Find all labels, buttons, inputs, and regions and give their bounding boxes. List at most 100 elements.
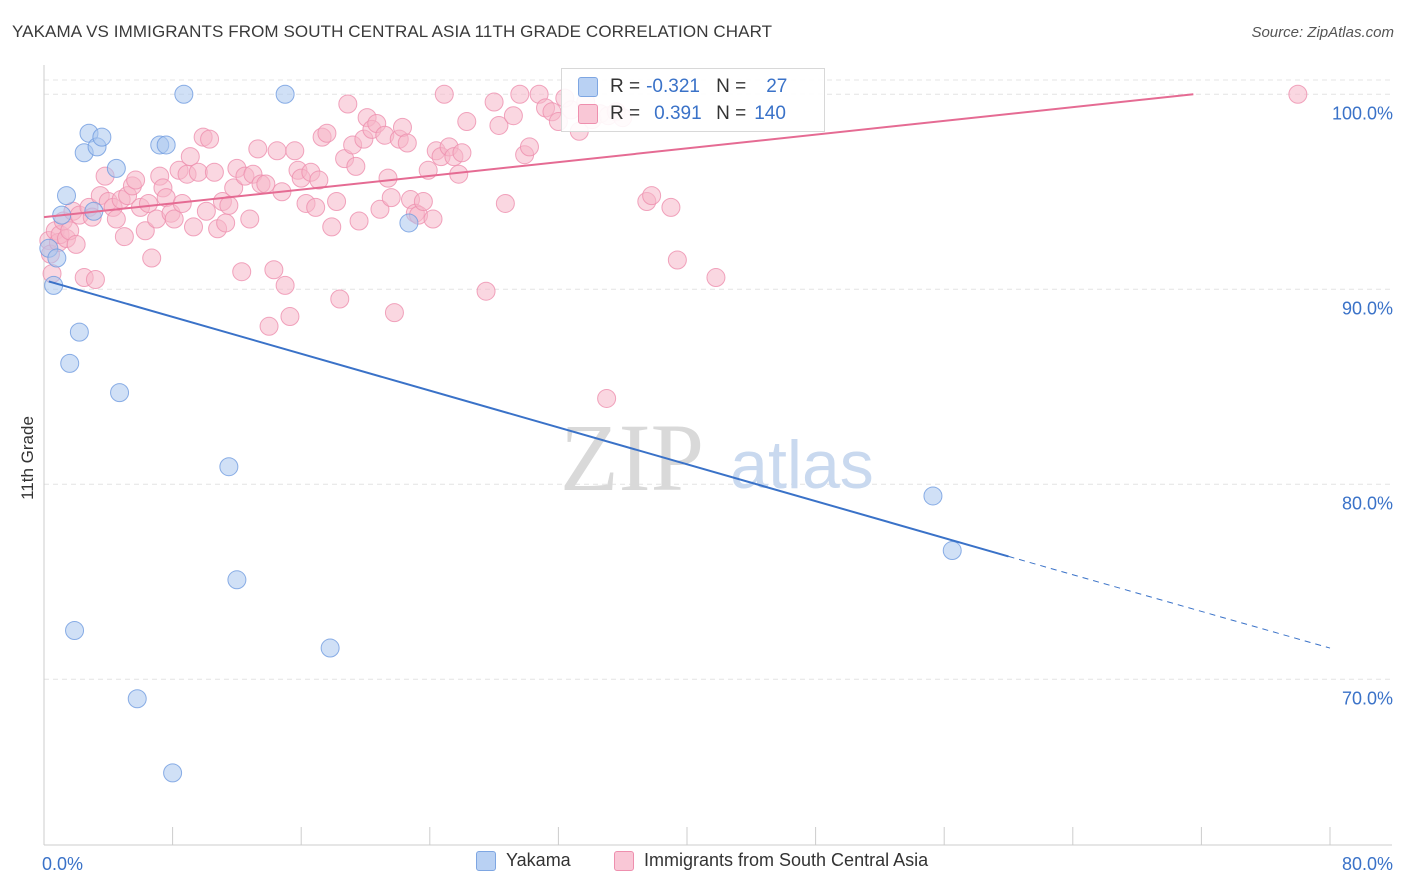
immigrants-point (457, 112, 477, 132)
legend-item-immigrants[interactable]: Immigrants from South Central Asia (614, 850, 928, 871)
stats-n-label: N = (716, 103, 747, 124)
data-points (39, 84, 1308, 783)
immigrants-point (484, 92, 504, 112)
stats-row-immigrants: R = 0.391 N = 140 (578, 103, 786, 125)
immigrants-point (204, 162, 224, 182)
immigrants-point (381, 188, 401, 208)
immigrants-point (248, 139, 268, 159)
legend-item-yakama[interactable]: Yakama (476, 850, 571, 871)
immigrants-point (256, 174, 276, 194)
immigrants-point (306, 197, 326, 217)
yakama-point (942, 541, 962, 561)
yakama-point (106, 158, 126, 178)
stats-row-yakama: R = -0.321 N = 27 (578, 76, 787, 98)
immigrants-point (322, 217, 342, 237)
immigrants-point (267, 141, 287, 161)
stats-swatch-immigrants (578, 104, 598, 124)
yakama-point (163, 763, 183, 783)
immigrants-point (280, 307, 300, 327)
immigrants-point (309, 170, 329, 190)
immigrants-point (196, 201, 216, 221)
immigrants-point (346, 156, 366, 176)
immigrants-point (519, 137, 539, 157)
stats-n-value: 27 (766, 76, 788, 97)
yakama-point (227, 570, 247, 590)
legend-label-immigrants: Immigrants from South Central Asia (644, 850, 929, 870)
immigrants-point (661, 197, 681, 217)
immigrants-point (142, 248, 162, 268)
immigrants-point (66, 234, 86, 254)
immigrants-point (327, 192, 347, 211)
chart-legend: Yakama Immigrants from South Central Asi… (0, 850, 1406, 880)
tick-labels: 70.0% 80.0% 90.0% 100.0% 0.0% 80.0% (42, 103, 1393, 874)
immigrants-point (85, 270, 105, 289)
watermark-zip: ZIP (560, 404, 704, 511)
yakama-point (127, 689, 147, 709)
immigrants-point (349, 211, 369, 231)
yakama-point (60, 353, 80, 373)
immigrants-point (370, 199, 390, 219)
immigrants-point (338, 94, 358, 114)
immigrants-point (423, 209, 443, 229)
immigrants-point (667, 250, 687, 270)
immigrants-point (275, 275, 295, 295)
stats-legend: R = -0.321 N = 27 R = 0.391 N = 140 (561, 68, 825, 132)
yakama-point (156, 135, 176, 155)
yakama-point (110, 383, 130, 403)
legend-label-yakama: Yakama (506, 850, 571, 870)
immigrants-point (232, 262, 252, 282)
immigrants-point (384, 303, 404, 323)
immigrants-point (642, 186, 662, 206)
immigrants-point (495, 193, 515, 213)
immigrants-point (164, 209, 184, 229)
immigrants-point (317, 123, 337, 143)
immigrants-point (216, 213, 236, 233)
yakama-point (399, 213, 419, 233)
stats-swatch-yakama (578, 77, 598, 97)
immigrants-point (706, 268, 726, 288)
immigrants-point (259, 316, 279, 336)
immigrants-point (489, 115, 509, 135)
yakama-trend-extension (1008, 555, 1331, 649)
immigrants-trend-line (43, 93, 1194, 219)
immigrants-point (1288, 84, 1308, 104)
immigrants-point (476, 281, 496, 301)
trend-lines (43, 93, 1331, 649)
immigrants-point (126, 170, 146, 190)
stats-r-value: -0.321 (646, 76, 700, 97)
stats-r-label: R = (610, 103, 641, 124)
immigrants-point (180, 147, 200, 167)
y-tick-label: 100.0% (1332, 103, 1393, 123)
immigrants-point (114, 227, 134, 247)
y-axis-label: 11th Grade (18, 416, 37, 500)
watermark-atlas: atlas (730, 427, 874, 503)
immigrants-point (503, 106, 523, 126)
yakama-point (923, 486, 943, 506)
immigrants-point (240, 209, 260, 229)
immigrants-point (452, 143, 472, 163)
x-tick-label: 0.0% (42, 854, 83, 874)
axes (43, 65, 1392, 846)
yakama-point (92, 127, 112, 147)
stats-n-label: N = (716, 76, 747, 97)
immigrants-point (138, 193, 158, 213)
yakama-point (219, 457, 239, 477)
chart-source: Source: ZipAtlas.com (1251, 24, 1394, 41)
immigrants-point (378, 168, 398, 188)
immigrants-point (135, 221, 155, 241)
y-tick-label: 70.0% (1342, 688, 1393, 708)
y-tick-label: 80.0% (1342, 493, 1393, 513)
immigrants-point (413, 192, 433, 211)
yakama-point (47, 248, 67, 268)
immigrants-point (264, 260, 284, 280)
watermark: ZIP atlas (560, 404, 874, 511)
immigrants-point (200, 129, 220, 149)
stats-r-label: R = (610, 76, 641, 97)
yakama-point (174, 84, 194, 104)
legend-swatch-yakama (476, 850, 496, 871)
stats-n-value: 140 (754, 103, 786, 124)
immigrants-point (510, 84, 530, 104)
immigrants-point (285, 141, 305, 161)
immigrants-point (188, 162, 208, 182)
